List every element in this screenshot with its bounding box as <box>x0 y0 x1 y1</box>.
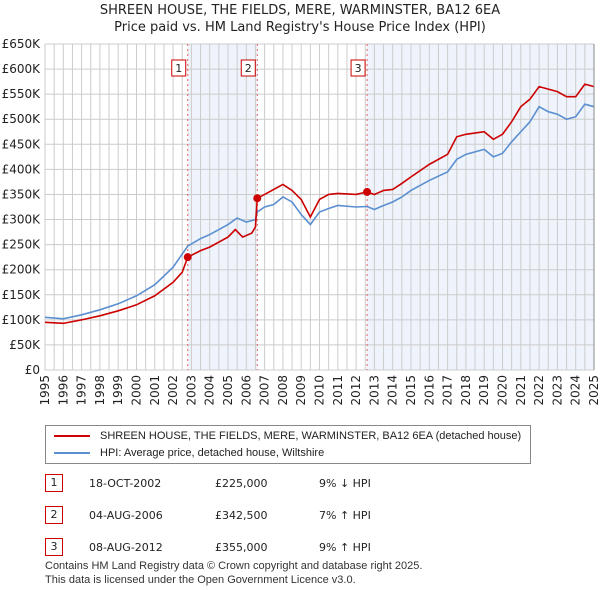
sale-row: 1 18-OCT-2002 £225,000 9% ↓ HPI <box>45 474 545 494</box>
sale-marker-label: 1 <box>175 62 182 75</box>
x-tick-label: 2015 <box>404 375 418 406</box>
y-tick-label: £0 <box>25 363 40 377</box>
x-tick-label: 2022 <box>532 375 546 406</box>
y-tick-label: £400K <box>2 162 42 176</box>
footer-line-2: This data is licensed under the Open Gov… <box>45 574 356 586</box>
x-tick-label: 1999 <box>111 375 125 406</box>
sale-marker-label: 2 <box>245 62 252 75</box>
sale-hpi-diff: 9% ↑ HPI <box>319 541 371 554</box>
x-tick-label: 1998 <box>93 375 107 406</box>
y-tick-label: £550K <box>2 87 42 101</box>
sale-marker-box <box>171 59 187 77</box>
x-tick-label: 2021 <box>514 375 528 406</box>
sale-date: 08-AUG-2012 <box>89 541 163 554</box>
sale-point <box>253 194 262 203</box>
x-tick-label: 2003 <box>184 375 198 406</box>
x-tick-label: 2002 <box>166 375 180 406</box>
sale-price: £342,500 <box>215 509 268 522</box>
x-tick-label: 2019 <box>477 375 491 406</box>
sale-hpi-diff: 7% ↑ HPI <box>319 509 371 522</box>
legend-label: HPI: Average price, detached house, Wilt… <box>100 447 325 459</box>
x-tick-label: 2012 <box>349 375 363 406</box>
y-tick-label: £600K <box>2 62 42 76</box>
x-tick-label: 2009 <box>294 375 308 406</box>
x-tick-label: 2001 <box>148 375 162 406</box>
chart-subtitle: Price paid vs. HM Land Registry's House … <box>114 20 486 35</box>
sale-number: 2 <box>45 506 63 524</box>
shaded-period <box>367 44 594 370</box>
legend-swatch-blue <box>54 452 90 454</box>
sale-hpi-diff: 9% ↓ HPI <box>319 477 371 490</box>
x-tick-label: 2024 <box>569 375 583 406</box>
x-tick-label: 2023 <box>550 375 564 406</box>
legend: SHREEN HOUSE, THE FIELDS, MERE, WARMINST… <box>45 425 531 464</box>
price-paid-line <box>44 83 595 325</box>
x-tick-label: 2013 <box>367 375 381 406</box>
x-tick-label: 1997 <box>75 375 89 406</box>
x-tick-label: 2005 <box>221 375 235 406</box>
sale-marker-box <box>240 59 256 77</box>
x-tick-label: 2006 <box>239 375 253 406</box>
sale-row: 2 04-AUG-2006 £342,500 7% ↑ HPI <box>45 506 545 526</box>
x-tick-label: 2018 <box>459 375 473 406</box>
sale-date: 04-AUG-2006 <box>89 509 163 522</box>
x-tick-label: 2010 <box>313 375 327 406</box>
chart-title: SHREEN HOUSE, THE FIELDS, MERE, WARMINST… <box>99 3 501 18</box>
sale-price: £225,000 <box>215 477 268 490</box>
y-tick-label: £100K <box>2 313 42 327</box>
sale-number: 1 <box>45 474 63 492</box>
x-tick-label: 2016 <box>422 375 436 406</box>
x-tick-label: 1996 <box>56 375 70 406</box>
legend-item-property: SHREEN HOUSE, THE FIELDS, MERE, WARMINST… <box>54 429 521 443</box>
sale-price: £355,000 <box>215 541 268 554</box>
sale-point <box>183 253 192 262</box>
sale-marker-box <box>350 59 366 77</box>
sale-number: 3 <box>45 538 63 556</box>
x-tick-label: 2011 <box>331 375 345 406</box>
y-tick-label: £650K <box>2 37 42 51</box>
shaded-period <box>187 44 258 370</box>
y-tick-label: £200K <box>2 263 42 277</box>
y-tick-label: £150K <box>2 288 42 302</box>
footer-line-1: Contains HM Land Registry data © Crown c… <box>45 560 423 572</box>
y-tick-label: £300K <box>2 213 42 227</box>
x-tick-label: 2020 <box>496 375 510 406</box>
y-tick-label: £350K <box>2 187 42 201</box>
y-tick-label: £50K <box>9 338 41 352</box>
x-tick-label: 2025 <box>587 375 600 406</box>
x-tick-label: 2004 <box>203 375 217 406</box>
x-tick-label: 2007 <box>258 375 272 406</box>
legend-label: SHREEN HOUSE, THE FIELDS, MERE, WARMINST… <box>100 430 522 442</box>
price-chart: £0 £50K £100K £150K £200K £250K £300K £350K £400… <box>2 37 600 406</box>
legend-swatch-red <box>54 435 90 437</box>
x-tick-label: 2000 <box>130 375 144 406</box>
sale-marker-label: 3 <box>355 62 362 75</box>
y-tick-label: £250K <box>2 238 42 252</box>
sale-date: 18-OCT-2002 <box>89 477 162 490</box>
hpi-line <box>44 103 595 320</box>
x-tick-label: 2008 <box>276 375 290 406</box>
legend-item-hpi: HPI: Average price, detached house, Wilt… <box>54 446 324 460</box>
x-tick-label: 2014 <box>386 375 400 406</box>
x-tick-label: 2017 <box>441 375 455 406</box>
sale-row: 3 08-AUG-2012 £355,000 9% ↑ HPI <box>45 538 545 558</box>
sale-point <box>363 187 372 196</box>
x-tick-label: 1995 <box>38 375 52 406</box>
y-tick-label: £450K <box>2 137 42 151</box>
y-tick-label: £500K <box>2 112 42 126</box>
